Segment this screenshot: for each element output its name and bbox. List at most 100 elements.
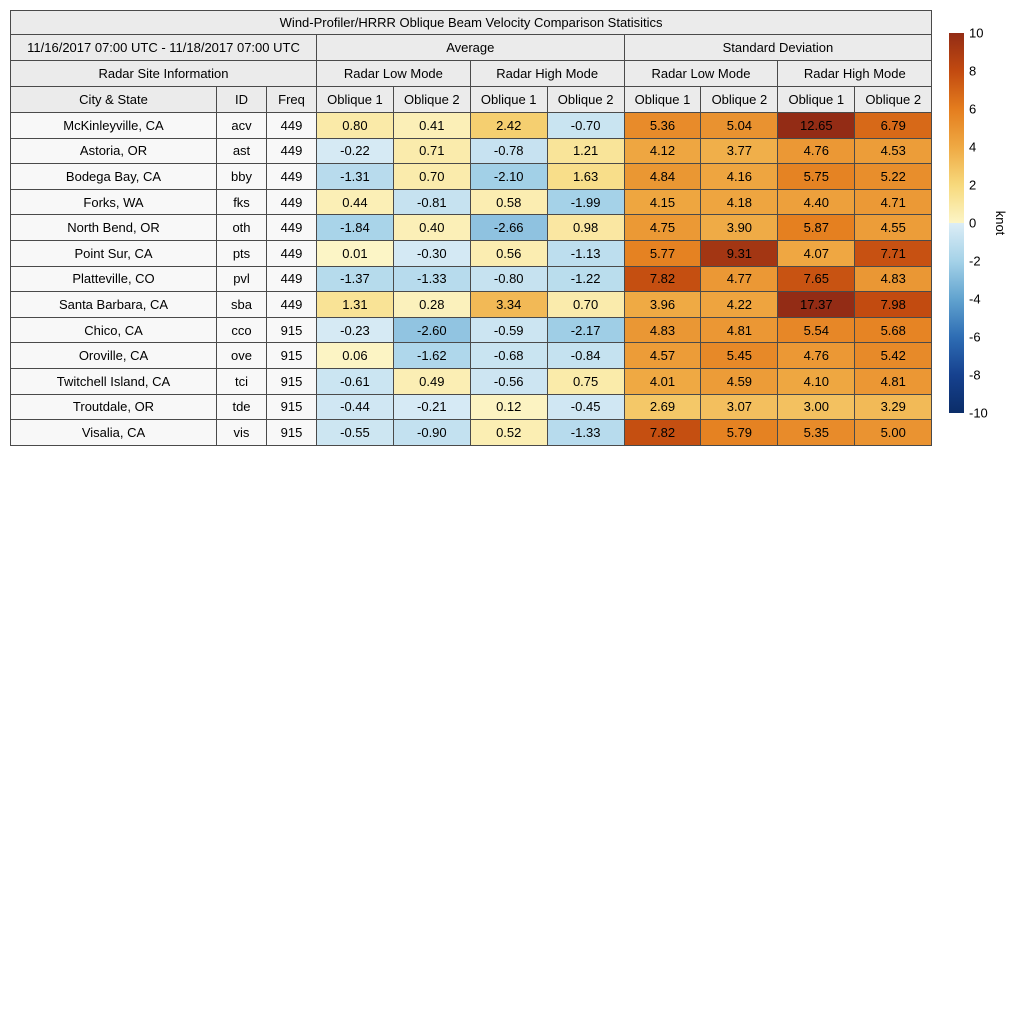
value-cell: 4.81	[854, 367, 933, 395]
value-cell: -1.62	[392, 342, 471, 369]
group-header-average: Average	[316, 34, 625, 61]
value-cell: 7.82	[623, 419, 702, 446]
value-cell: 0.49	[392, 367, 471, 395]
value-cell: -0.56	[469, 367, 548, 395]
value-cell: 4.71	[854, 188, 933, 216]
colorbar-tick-label: 2	[969, 177, 977, 193]
city-cell: Santa Barbara, CA	[10, 291, 217, 318]
statistics-table: Wind-Profiler/HRRR Oblique Beam Velocity…	[9, 10, 933, 446]
value-cell: 4.18	[700, 188, 779, 216]
table-row: Santa Barbara, CA sba 449 1.31 0.28 3.34 0.70 3…	[10, 291, 933, 318]
city-cell: Twitchell Island, CA	[10, 367, 217, 395]
freq-cell: 449	[266, 265, 317, 293]
colorbar-gradient	[949, 33, 964, 413]
id-cell: acv	[216, 112, 267, 139]
id-cell: fks	[216, 188, 267, 216]
col-header-oblique: Oblique 2	[854, 86, 933, 113]
group-header-row: 11/16/2017 07:00 UTC - 11/18/2017 07:00 …	[10, 34, 933, 61]
mode-header-row: Radar Site Information Radar Low Mode Ra…	[10, 60, 933, 87]
table-title: Wind-Profiler/HRRR Oblique Beam Velocity…	[9, 10, 933, 35]
table-row: Platteville, CO pvl 449 -1.37 -1.33 -0.80 -1.2…	[10, 265, 933, 293]
value-cell: -1.31	[316, 163, 394, 190]
value-cell: 4.55	[854, 214, 933, 241]
value-cell: 7.71	[854, 239, 933, 267]
value-cell: -1.84	[316, 214, 394, 241]
colorbar-tick-label: -4	[969, 291, 981, 307]
colorbar-unit-label: knot	[993, 210, 1008, 236]
colorbar-tick-label: 6	[969, 101, 977, 117]
value-cell: 5.04	[700, 112, 779, 139]
value-cell: 4.12	[623, 137, 702, 165]
table-row: North Bend, OR oth 449 -1.84 0.40 -2.66 0.98 4.…	[10, 214, 933, 241]
value-cell: -0.22	[316, 137, 394, 165]
city-cell: North Bend, OR	[10, 214, 217, 241]
value-cell: 5.75	[777, 163, 856, 190]
colorbar-tick-label: 10	[969, 25, 984, 41]
col-header-oblique: Oblique 2	[700, 86, 779, 113]
colorbar-tick-label: 0	[969, 215, 977, 231]
value-cell: 0.70	[546, 291, 625, 318]
col-header-oblique: Oblique 1	[777, 86, 856, 113]
mode-header-sd-low: Radar Low Mode	[623, 60, 779, 87]
value-cell: 4.07	[777, 239, 856, 267]
colorbar-tick-label: 8	[969, 63, 977, 79]
value-cell: -0.84	[546, 342, 625, 369]
value-cell: -1.99	[546, 188, 625, 216]
value-cell: -1.13	[546, 239, 625, 267]
value-cell: 0.01	[316, 239, 394, 267]
table-row: Chico, CA cco 915 -0.23 -2.60 -0.59 -2.17 4.83 4…	[10, 316, 933, 344]
value-cell: -0.70	[546, 112, 625, 139]
value-cell: -1.37	[316, 265, 394, 293]
value-cell: 3.00	[777, 393, 856, 421]
value-cell: 4.84	[623, 163, 702, 190]
id-cell: tci	[216, 367, 267, 395]
id-cell: ove	[216, 342, 267, 369]
value-cell: -2.10	[469, 163, 548, 190]
value-cell: -0.23	[316, 316, 394, 344]
id-cell: cco	[216, 316, 267, 344]
value-cell: -1.22	[546, 265, 625, 293]
value-cell: 0.56	[469, 239, 548, 267]
value-cell: 7.65	[777, 265, 856, 293]
col-header-oblique: Oblique 2	[392, 86, 471, 113]
value-cell: -0.81	[392, 188, 471, 216]
value-cell: 0.80	[316, 112, 394, 139]
city-cell: Visalia, CA	[10, 419, 217, 446]
value-cell: -1.33	[546, 419, 625, 446]
value-cell: -0.68	[469, 342, 548, 369]
value-cell: 12.65	[777, 112, 856, 139]
table-row: Forks, WA fks 449 0.44 -0.81 0.58 -1.99 4.15 4.1…	[10, 188, 933, 216]
value-cell: 4.01	[623, 367, 702, 395]
colorbar-tick-label: -6	[969, 329, 981, 345]
value-cell: 5.79	[700, 419, 779, 446]
value-cell: 7.98	[854, 291, 933, 318]
colorbar: 10 8 6 4 2 0 -2 -4 -6 -8 -10 knot	[949, 26, 1019, 421]
col-header-id: ID	[216, 86, 267, 113]
freq-cell: 449	[266, 137, 317, 165]
mode-header-avg-high: Radar High Mode	[469, 60, 625, 87]
id-cell: pts	[216, 239, 267, 267]
value-cell: 0.58	[469, 188, 548, 216]
section-header-radar-site-information: Radar Site Information	[10, 60, 317, 87]
value-cell: 0.44	[316, 188, 394, 216]
value-cell: -2.17	[546, 316, 625, 344]
value-cell: 0.28	[392, 291, 471, 318]
value-cell: -0.30	[392, 239, 471, 267]
value-cell: 4.77	[700, 265, 779, 293]
id-cell: ast	[216, 137, 267, 165]
mode-header-sd-high: Radar High Mode	[777, 60, 933, 87]
table-row: McKinleyville, CA acv 449 0.80 0.41 2.42 -0.70…	[10, 112, 933, 139]
value-cell: -0.78	[469, 137, 548, 165]
table-row: Astoria, OR ast 449 -0.22 0.71 -0.78 1.21 4.12 3…	[10, 137, 933, 165]
value-cell: 4.53	[854, 137, 933, 165]
value-cell: -0.45	[546, 393, 625, 421]
city-cell: Astoria, OR	[10, 137, 217, 165]
colorbar-tick-label: -8	[969, 367, 981, 383]
freq-cell: 449	[266, 214, 317, 241]
freq-cell: 449	[266, 188, 317, 216]
value-cell: 7.82	[623, 265, 702, 293]
col-header-city-state: City & State	[10, 86, 217, 113]
value-cell: -0.21	[392, 393, 471, 421]
freq-cell: 449	[266, 291, 317, 318]
